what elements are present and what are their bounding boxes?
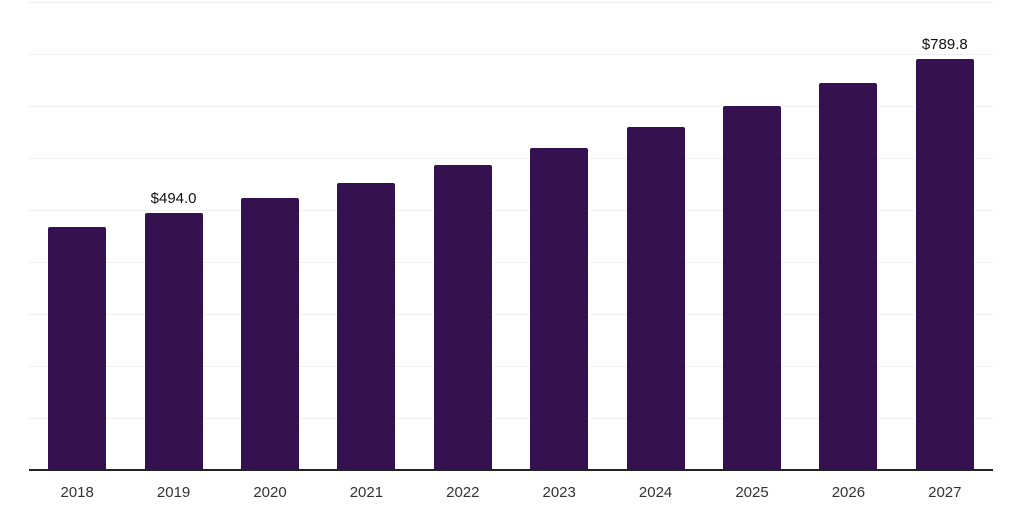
gridline-300 xyxy=(29,313,993,315)
value-label-2019: $494.0 xyxy=(150,189,197,207)
bar-2025 xyxy=(723,106,781,470)
gridline-400 xyxy=(29,261,993,263)
bar-2023 xyxy=(530,147,589,470)
x-tick-label-2020: 2020 xyxy=(253,484,287,501)
bar-2026 xyxy=(819,83,878,470)
bar-2018 xyxy=(48,227,107,470)
x-tick-label-2025: 2025 xyxy=(735,484,769,501)
x-tick-label-2024: 2024 xyxy=(638,484,673,501)
bar-2021 xyxy=(337,182,396,470)
bar-2020 xyxy=(241,198,299,470)
x-axis-line xyxy=(29,468,993,471)
x-tick-label-2026: 2026 xyxy=(831,484,866,501)
bar-2019 xyxy=(144,212,203,470)
x-tick-label-2023: 2023 xyxy=(542,484,576,501)
bar-2027 xyxy=(915,58,974,470)
x-tick-label-2021: 2021 xyxy=(349,484,384,501)
gridline-200 xyxy=(29,365,993,367)
value-label-2027: $789.8 xyxy=(921,35,968,53)
gridline-700 xyxy=(29,105,993,107)
x-tick-label-2018: 2018 xyxy=(60,484,94,501)
gridline-800 xyxy=(29,53,993,55)
x-tick-label-2022: 2022 xyxy=(446,484,480,501)
gridline-100 xyxy=(29,417,993,419)
gridline-900 xyxy=(29,1,993,3)
x-tick-label-2027: 2027 xyxy=(928,484,962,501)
gridline-500 xyxy=(29,209,993,211)
bar-2022 xyxy=(433,165,492,470)
bar-2024 xyxy=(626,127,685,470)
x-tick-label-2019: 2019 xyxy=(156,484,191,501)
gridline-600 xyxy=(29,157,993,159)
